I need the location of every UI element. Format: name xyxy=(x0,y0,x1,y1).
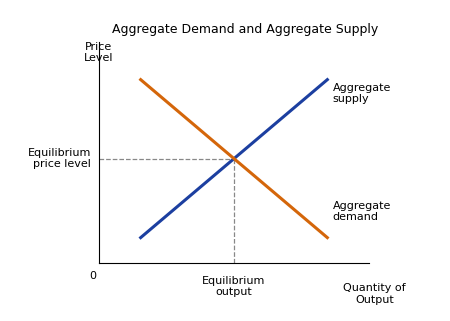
Text: Price
Level: Price Level xyxy=(84,42,114,63)
Text: Quantity of
Output: Quantity of Output xyxy=(343,283,406,305)
Text: Aggregate
supply: Aggregate supply xyxy=(333,82,391,104)
Text: 0: 0 xyxy=(89,271,96,281)
Text: Equilibrium
price level: Equilibrium price level xyxy=(27,148,91,169)
Text: Equilibrium
output: Equilibrium output xyxy=(202,275,266,297)
Text: Aggregate Demand and Aggregate Supply: Aggregate Demand and Aggregate Supply xyxy=(112,23,379,36)
Text: Aggregate
demand: Aggregate demand xyxy=(333,201,391,222)
